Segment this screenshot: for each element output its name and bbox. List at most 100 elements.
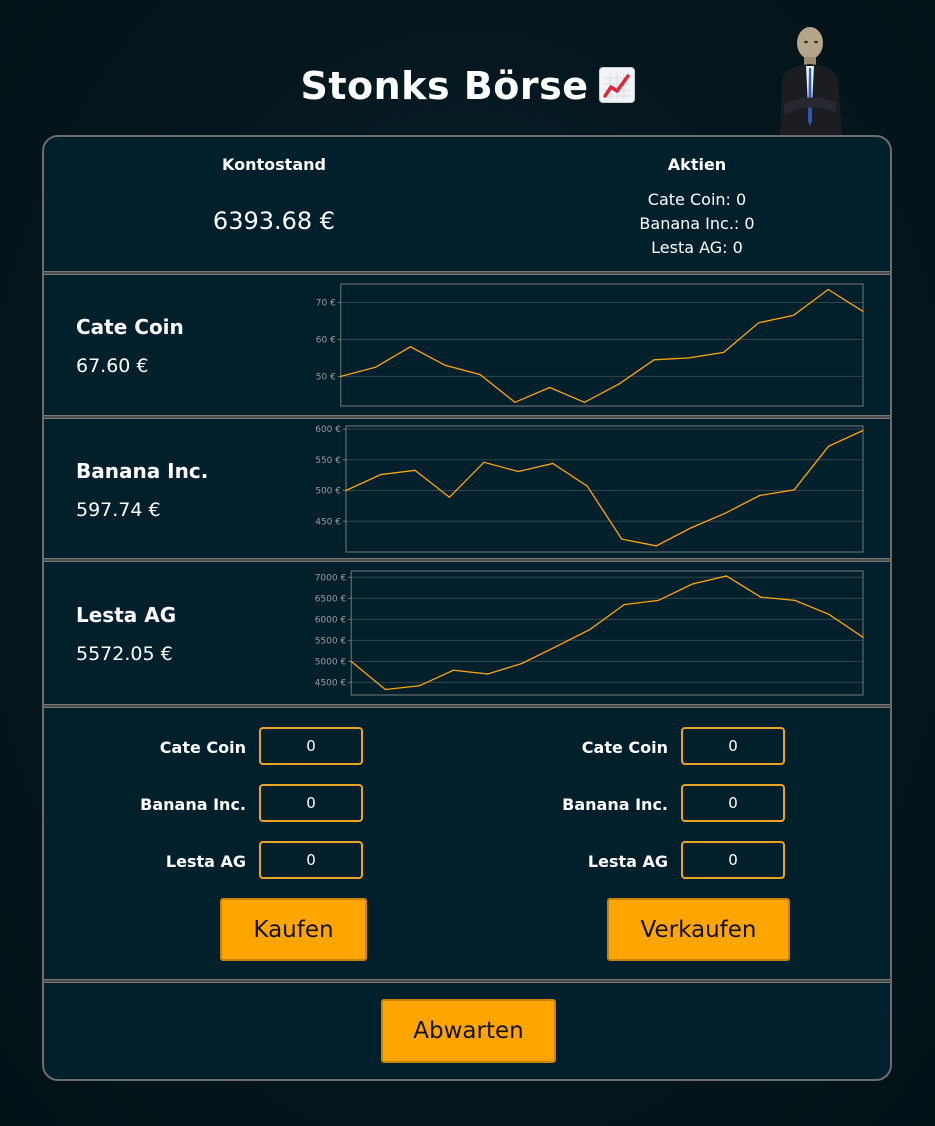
divider [44, 979, 890, 983]
price-point [827, 288, 829, 291]
price-point [517, 470, 519, 473]
buy-input-cate-coin[interactable] [259, 727, 363, 765]
divider [44, 271, 890, 275]
buy-label-banana-inc: Banana Inc. [140, 795, 246, 814]
y-tick-label: 5000 € [315, 657, 347, 667]
stock-card-lesta-ag: Lesta AG 5572.05 € 4500 € 5000 € 5500 € 600… [44, 562, 890, 704]
sell-input-cate-coin[interactable] [681, 727, 785, 765]
wait-section: Abwarten [44, 983, 890, 1079]
divider [44, 704, 890, 708]
price-point [688, 357, 690, 359]
holding-cate-coin: Cate Coin: 0 [647, 190, 747, 209]
price-chart-lesta-ag: 4500 € 5000 € 5500 € 6000 € 6500 € 7000 € [315, 570, 864, 696]
stock-price: 597.74 € [76, 499, 161, 521]
plot-frame [340, 283, 864, 407]
sell-button[interactable]: Verkaufen [607, 898, 790, 961]
price-point [555, 646, 557, 648]
y-tick-label: 500 € [315, 487, 341, 497]
price-point [350, 660, 352, 662]
price-point [690, 527, 692, 529]
price-point [487, 673, 489, 675]
divider [44, 558, 890, 562]
y-tick-label: 6500 € [315, 594, 347, 604]
price-point [725, 575, 728, 577]
account-section: Kontostand 6393.68 € Aktien Cate Coin: 0… [44, 137, 890, 271]
shares-heading: Aktien [667, 155, 727, 174]
y-tick-label: 450 € [315, 517, 341, 527]
price-point [621, 538, 623, 540]
price-point [414, 469, 416, 471]
price-point [657, 599, 659, 602]
y-tick-label: 70 € [316, 298, 336, 308]
chart-increasing-emoji-icon [598, 67, 635, 103]
price-point [583, 401, 586, 403]
price-point [862, 429, 864, 432]
price-point [757, 322, 760, 324]
price-line [340, 288, 864, 404]
price-point [723, 351, 725, 353]
price-point [409, 346, 412, 348]
price-point [760, 596, 762, 598]
price-chart-cate-coin: 50 € 60 € 70 € [316, 283, 864, 407]
buy-label-lesta-ag: Lesta AG [165, 852, 246, 871]
y-tick-label: 6000 € [315, 615, 347, 625]
stock-name: Cate Coin [76, 315, 184, 339]
stock-name: Banana Inc. [76, 459, 209, 483]
price-point [794, 599, 796, 602]
price-point [384, 688, 386, 691]
buy-input-lesta-ag[interactable] [259, 841, 363, 879]
y-tick-label: 7000 € [315, 573, 347, 583]
price-point [586, 485, 588, 487]
price-point [793, 489, 795, 491]
price-point [862, 636, 864, 638]
divider [44, 415, 890, 419]
plot-frame [350, 570, 864, 696]
price-point [589, 628, 591, 631]
y-tick-label: 550 € [315, 456, 341, 466]
price-point [375, 366, 377, 368]
sell-label-lesta-ag: Lesta AG [587, 852, 668, 871]
sell-label-cate-coin: Cate Coin [581, 738, 668, 757]
sell-input-lesta-ag[interactable] [681, 841, 785, 879]
y-tick-label: 4500 € [315, 678, 347, 688]
sell-input-banana-inc[interactable] [681, 784, 785, 822]
holding-lesta-ag: Lesta AG: 0 [651, 238, 743, 257]
price-point [549, 386, 551, 389]
price-point [792, 314, 794, 317]
buy-label-cate-coin: Cate Coin [159, 738, 246, 757]
price-point [345, 489, 347, 492]
price-point [724, 512, 726, 514]
price-line [345, 429, 864, 547]
buy-button[interactable]: Kaufen [220, 898, 367, 961]
price-point [653, 359, 655, 361]
price-point [444, 364, 446, 366]
price-point [655, 545, 657, 547]
trade-section: Cate Coin Banana Inc. Lesta AG Kaufen Ca… [44, 708, 890, 979]
buy-input-banana-inc[interactable] [259, 784, 363, 822]
price-point [759, 494, 761, 497]
price-point [862, 310, 864, 312]
price-point [828, 613, 830, 615]
stock-name: Lesta AG [76, 603, 177, 627]
holding-banana-inc: Banana Inc.: 0 [639, 214, 755, 233]
stock-card-cate-coin: Cate Coin 67.60 € 50 € 60 € 70 € [44, 275, 890, 415]
page-title: Stonks Börse [0, 64, 935, 108]
price-point [623, 604, 625, 606]
price-point [618, 383, 620, 385]
price-point [521, 662, 523, 665]
exchange-panel: Kontostand 6393.68 € Aktien Cate Coin: 0… [42, 135, 892, 1081]
price-point [514, 401, 516, 403]
price-point [448, 496, 450, 498]
price-point [340, 375, 342, 378]
price-point [452, 669, 455, 671]
price-point [827, 445, 830, 447]
plot-frame [345, 425, 864, 553]
price-point [691, 583, 693, 585]
price-point [552, 462, 554, 465]
price-line [350, 575, 864, 691]
wait-button[interactable]: Abwarten [381, 999, 556, 1063]
y-tick-label: 50 € [316, 372, 336, 382]
stock-price: 67.60 € [76, 355, 149, 377]
balance-value: 6393.68 € [212, 207, 336, 235]
price-point [418, 685, 421, 687]
